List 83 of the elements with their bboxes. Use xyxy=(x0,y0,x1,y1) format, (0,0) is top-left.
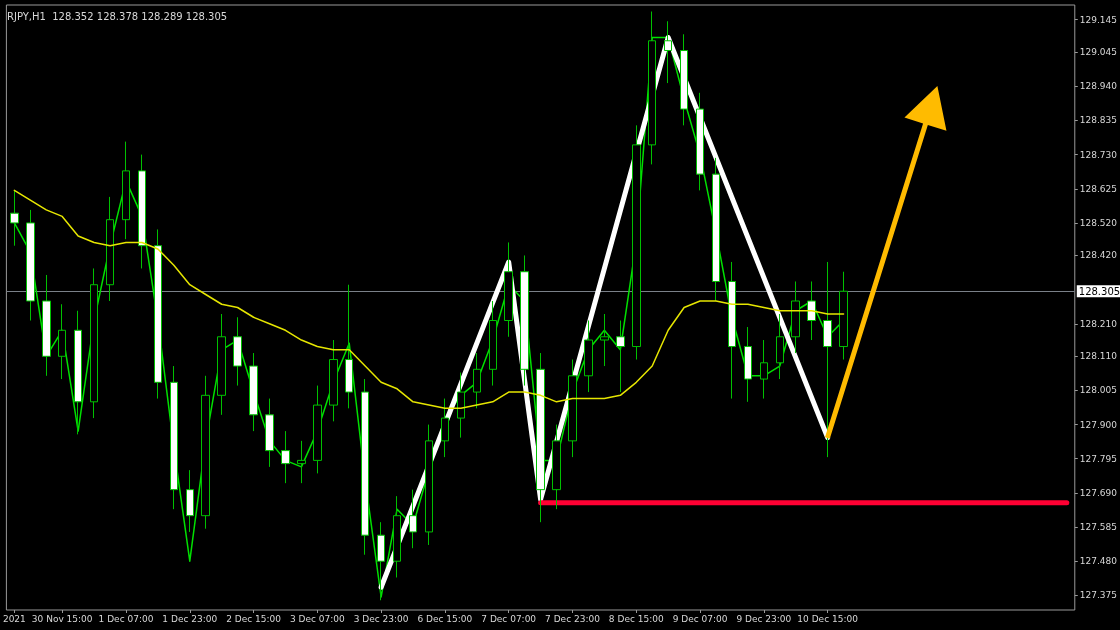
y-tick-label: 128.940 xyxy=(1079,81,1118,92)
x-tick-label: 9 Dec 07:00 xyxy=(672,613,728,624)
text: RJPY,H1 128.352 128.378 128.289 128.305 xyxy=(7,10,228,22)
candlestick xyxy=(632,124,641,361)
y-tick-label: 128.835 xyxy=(1079,115,1117,126)
candlestick xyxy=(26,209,35,322)
y-tick-label: 128.110 xyxy=(1079,351,1118,362)
x-tick-label: 3 Dec 07:00 xyxy=(289,613,346,624)
candlestick xyxy=(600,313,609,367)
y-tick-label: 129.045 xyxy=(1079,47,1117,58)
candlestick xyxy=(345,284,353,409)
candlestick xyxy=(409,489,417,549)
candlestick xyxy=(297,440,306,484)
candlestick xyxy=(457,372,465,439)
candlestick xyxy=(281,430,290,484)
candlestick xyxy=(186,469,194,533)
y-tick-label: 129.145 xyxy=(1079,14,1117,25)
y-tick-label: 127.375 xyxy=(1079,590,1117,601)
y-tick-label: 128.005 xyxy=(1079,385,1117,396)
y-tick-label: 128.730 xyxy=(1079,149,1118,160)
candlestick xyxy=(233,316,242,387)
candlestick xyxy=(807,280,816,341)
candlestick xyxy=(791,280,800,354)
candlestick xyxy=(473,352,481,409)
candlestick xyxy=(441,398,449,458)
candlestick xyxy=(249,352,258,432)
candlestick xyxy=(520,254,529,387)
candlestick xyxy=(648,11,656,165)
candlestick xyxy=(154,228,162,400)
candlestick xyxy=(536,352,545,523)
candlestick xyxy=(361,378,369,556)
candlestick xyxy=(839,271,848,361)
candlestick xyxy=(584,320,593,393)
candlestick xyxy=(489,300,497,387)
candlestick xyxy=(393,495,401,578)
candlestick xyxy=(329,339,338,422)
candlestick xyxy=(74,310,82,435)
y-tick-label: 127.585 xyxy=(1079,522,1117,533)
candlestick xyxy=(313,385,322,474)
candlestick xyxy=(42,274,51,377)
x-tick-label: 2 Dec 15:00 xyxy=(226,613,282,624)
x-tick-label: 10 Dec 15:00 xyxy=(797,613,859,624)
y-tick-label: 127.480 xyxy=(1079,556,1118,567)
candlestick xyxy=(201,375,210,530)
candlestick xyxy=(712,157,720,302)
candlestick xyxy=(170,365,178,510)
candlestick xyxy=(568,359,577,458)
x-tick-label: 7 Dec 07:00 xyxy=(481,613,537,624)
y-tick-label: 128.520 xyxy=(1079,217,1118,228)
x-tick-label: 1 Dec 23:00 xyxy=(162,613,218,624)
candlestick xyxy=(728,261,736,400)
candlestick xyxy=(616,320,625,393)
x-tick-label: 6 Dec 15:00 xyxy=(417,613,473,624)
candlestick xyxy=(504,241,513,338)
candlestick xyxy=(58,303,66,380)
candlestick xyxy=(106,196,114,302)
x-tick-label: 30 Nov 15:00 xyxy=(31,613,93,624)
x-tick-label: 8 Dec 15:00 xyxy=(608,613,664,624)
y-tick-label: 127.795 xyxy=(1079,453,1117,464)
y-tick-label: 128.210 xyxy=(1079,318,1118,329)
y-tick-label: 127.900 xyxy=(1079,419,1118,430)
candlestick xyxy=(776,313,784,380)
x-tick-label: 9 Dec 23:00 xyxy=(736,613,792,624)
candlestick xyxy=(10,189,19,247)
ref-line-label: 128.305 xyxy=(1078,285,1120,297)
candlestick xyxy=(265,398,274,468)
candlestick xyxy=(425,424,433,546)
x-tick-label: 7 Dec 23:00 xyxy=(545,613,601,624)
x-tick-label: 1 Dec 07:00 xyxy=(98,613,154,624)
candlestick xyxy=(217,313,226,416)
x-tick-label: 3 Dec 23:00 xyxy=(353,613,409,624)
candlestick xyxy=(138,154,146,269)
candlestick xyxy=(744,326,752,403)
x-tick-label: 2021 xyxy=(2,613,26,624)
candlestick xyxy=(696,92,704,191)
candlestick xyxy=(760,339,768,400)
candlestick xyxy=(90,267,98,419)
y-tick-label: 127.690 xyxy=(1079,487,1118,498)
y-tick-label: 128.625 xyxy=(1079,183,1117,194)
candlestick xyxy=(552,424,561,510)
y-tick-label: 128.420 xyxy=(1079,250,1118,261)
line-series xyxy=(13,189,845,410)
candlestick xyxy=(122,141,130,240)
